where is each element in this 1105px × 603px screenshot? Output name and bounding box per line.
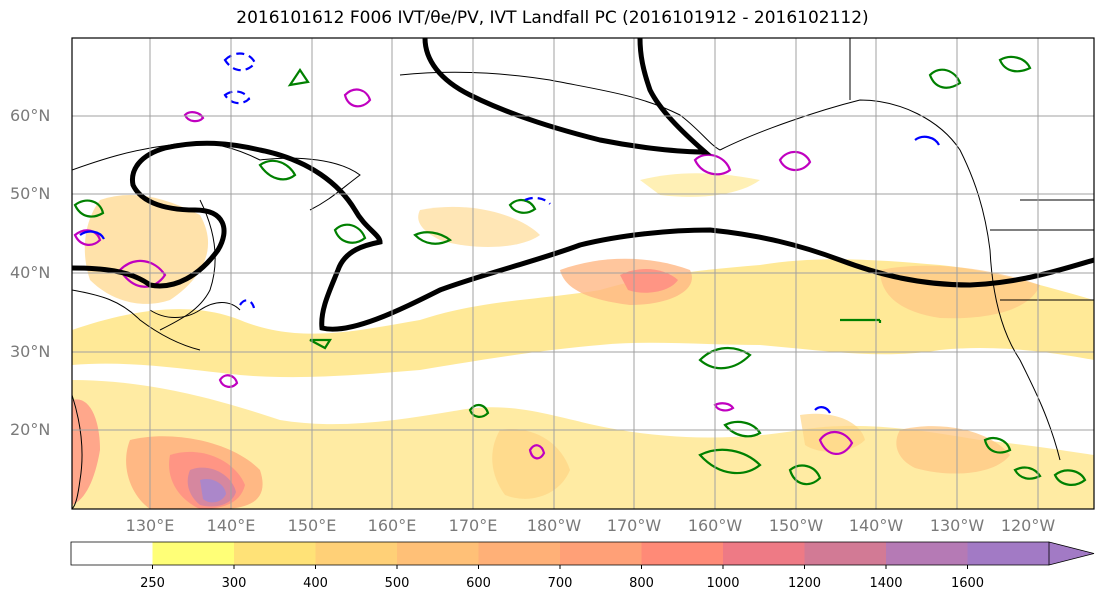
colorbar-tick-label: 1600 <box>950 576 985 591</box>
colorbar-segment <box>71 542 153 565</box>
colorbar-tick-label: 1200 <box>787 576 822 591</box>
colorbar-segment <box>560 542 642 565</box>
colorbar-segment <box>723 542 805 565</box>
plot-title: 2016101612 F006 IVT/θe/PV, IVT Landfall … <box>236 8 869 28</box>
lat-label-50n: 50°N <box>10 184 51 203</box>
lon-label-160w: 160°W <box>687 516 743 535</box>
pv-negative-solid <box>79 135 940 414</box>
colorbar-tick-label: 1000 <box>706 576 740 591</box>
colorbar-segment <box>152 542 235 565</box>
colorbar-tick-label: 250 <box>140 576 165 591</box>
colorbar-segment <box>641 542 724 565</box>
colorbar-tick-label: 600 <box>466 576 491 591</box>
lon-label-170w: 170°W <box>606 516 662 535</box>
colorbar-segment <box>234 542 316 565</box>
colorbar-extend-arrow <box>1048 541 1095 566</box>
colorbar-tick-label: 300 <box>221 576 247 591</box>
colorbar-tick-label: 1400 <box>869 576 903 591</box>
colorbar-segment <box>967 542 1050 565</box>
lon-label-150w: 150°W <box>768 516 824 535</box>
lat-label-20n: 20°N <box>10 420 51 439</box>
colorbar-segment <box>886 542 968 565</box>
coastlines <box>72 38 1094 509</box>
pv-positive-contours <box>73 88 854 460</box>
colorbar-tick-label: 700 <box>547 576 573 591</box>
plot-frame <box>71 37 1095 510</box>
lon-label-130w: 130°W <box>929 516 985 535</box>
colorbar-segment <box>804 542 887 565</box>
lon-label-170e: 170°E <box>448 516 498 535</box>
lon-label-150e: 150°E <box>287 516 337 535</box>
pv-negative-contours <box>223 52 551 309</box>
lon-label-160e: 160°E <box>367 516 417 535</box>
colorbar-segment <box>397 542 479 565</box>
colorbar-tick-label: 400 <box>303 576 328 591</box>
landfall-pc-lines <box>72 38 1094 332</box>
theta-e-contours <box>73 55 1087 486</box>
lat-label-60n: 60°N <box>10 106 51 125</box>
colorbar-segment <box>478 542 561 565</box>
lon-label-130e: 130°E <box>125 516 175 535</box>
lon-label-140e: 140°E <box>206 516 256 535</box>
lon-label-120w: 120°W <box>1000 516 1056 535</box>
lat-label-40n: 40°N <box>10 263 51 282</box>
colorbar <box>70 541 1095 569</box>
lat-label-30n: 30°N <box>10 342 51 361</box>
lon-label-180w: 180°W <box>526 516 582 535</box>
lon-label-140w: 140°W <box>848 516 904 535</box>
colorbar-tick-label: 500 <box>384 576 410 591</box>
colorbar-segment <box>315 542 398 565</box>
colorbar-tick-label: 800 <box>629 576 654 591</box>
graticule <box>72 38 1094 509</box>
